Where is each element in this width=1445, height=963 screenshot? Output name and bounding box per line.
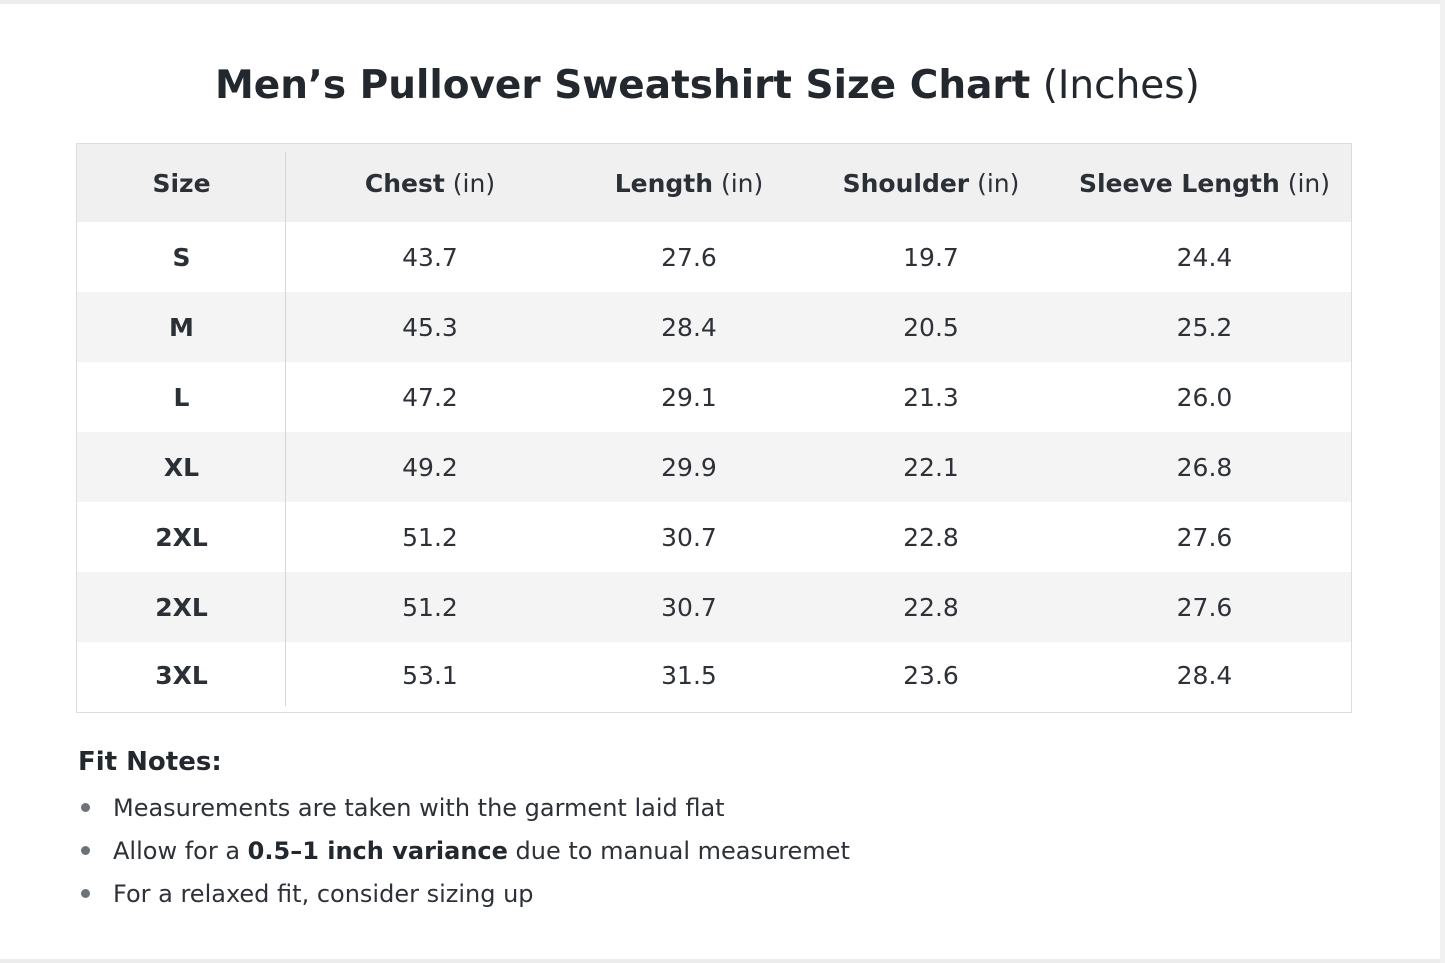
- size-chart-table: Size Chest (in) Length (in) Shoulder (in…: [76, 143, 1352, 713]
- fit-note-text-end: due to manual measuremet: [507, 837, 850, 865]
- fit-note-text: Allow for a: [113, 837, 248, 865]
- table-row: XL 49.2 29.9 22.1 26.8: [77, 432, 1351, 502]
- size-cell: 2XL: [155, 522, 208, 552]
- page-title: Men’s Pullover Sweatshirt Size Chart (In…: [215, 58, 1200, 114]
- chest-cell: 51.2: [402, 592, 458, 622]
- bullet-icon: [81, 846, 90, 855]
- sleeve-length-cell: 28.4: [1176, 660, 1233, 690]
- length-cell: 28.4: [661, 312, 717, 342]
- shoulder-cell: 19.7: [903, 242, 959, 272]
- header-size: Size: [152, 168, 211, 198]
- chest-cell: 49.2: [402, 452, 458, 482]
- size-cell: M: [169, 312, 194, 342]
- length-cell: 30.7: [661, 592, 717, 622]
- sleeve-length-cell: 26.8: [1176, 452, 1233, 482]
- sleeve-length-cell: 27.6: [1176, 592, 1233, 622]
- fit-note-text: For a relaxed fit, consider sizing up: [113, 880, 534, 908]
- shoulder-cell: 22.1: [903, 452, 959, 482]
- fit-note-emphasis: 0.5–1 inch variance: [247, 837, 508, 865]
- size-cell: 2XL: [155, 592, 208, 622]
- table-row: M 45.3 28.4 20.5 25.2: [77, 292, 1351, 362]
- table-row: 2XL 51.2 30.7 22.8 27.6: [77, 502, 1351, 572]
- shoulder-cell: 22.8: [903, 522, 959, 552]
- header-shoulder: Shoulder (in): [842, 168, 1020, 198]
- fit-notes-title: Fit Notes:: [78, 747, 222, 777]
- fit-note-item: Measurements are taken with the garment …: [78, 790, 1078, 833]
- table-row: 3XL 53.1 31.5 23.6 28.4: [77, 642, 1351, 708]
- fit-notes-list: Measurements are taken with the garment …: [78, 790, 1078, 919]
- fit-note-item: Allow for a 0.5–1 inch variance due to m…: [78, 833, 1078, 876]
- size-cell: 3XL: [155, 660, 208, 690]
- shoulder-cell: 23.6: [903, 660, 959, 690]
- length-cell: 31.5: [661, 660, 717, 690]
- table-row: S 43.7 27.6 19.7 24.4: [77, 222, 1351, 292]
- page-title-unit: (Inches): [1042, 63, 1200, 108]
- bottom-border: [0, 959, 1445, 963]
- shoulder-cell: 21.3: [903, 382, 959, 412]
- chest-cell: 51.2: [402, 522, 458, 552]
- header-chest: Chest (in): [364, 168, 496, 198]
- page-title-main: Men’s Pullover Sweatshirt Size Chart: [215, 63, 1031, 108]
- bullet-icon: [81, 803, 90, 812]
- fit-note-text: Measurements are taken with the garment …: [113, 794, 725, 822]
- length-cell: 29.1: [661, 382, 717, 412]
- table-header-row: Size Chest (in) Length (in) Shoulder (in…: [77, 144, 1351, 222]
- fit-note-item: For a relaxed fit, consider sizing up: [78, 876, 1078, 919]
- length-cell: 30.7: [661, 522, 717, 552]
- top-border: [0, 0, 1445, 4]
- length-cell: 29.9: [661, 452, 717, 482]
- sleeve-length-cell: 26.0: [1176, 382, 1233, 412]
- length-cell: 27.6: [661, 242, 717, 272]
- size-table: Size Chest (in) Length (in) Shoulder (in…: [77, 144, 1351, 708]
- size-cell: S: [172, 242, 191, 272]
- table-row: L 47.2 29.1 21.3 26.0: [77, 362, 1351, 432]
- sleeve-length-cell: 25.2: [1176, 312, 1233, 342]
- sleeve-length-cell: 27.6: [1176, 522, 1233, 552]
- table-row: 2XL 51.2 30.7 22.8 27.6: [77, 572, 1351, 642]
- right-border: [1440, 0, 1445, 963]
- size-cell: XL: [163, 452, 200, 482]
- sleeve-length-cell: 24.4: [1176, 242, 1233, 272]
- chest-cell: 45.3: [402, 312, 458, 342]
- chest-cell: 43.7: [402, 242, 458, 272]
- chest-cell: 53.1: [402, 660, 458, 690]
- chest-cell: 47.2: [402, 382, 458, 412]
- size-cell: L: [173, 382, 190, 412]
- shoulder-cell: 22.8: [903, 592, 959, 622]
- shoulder-cell: 20.5: [903, 312, 959, 342]
- column-divider: [285, 152, 286, 706]
- header-sleeve-length: Sleeve Length (in): [1078, 168, 1331, 198]
- bullet-icon: [81, 889, 90, 898]
- header-length: Length (in): [614, 168, 764, 198]
